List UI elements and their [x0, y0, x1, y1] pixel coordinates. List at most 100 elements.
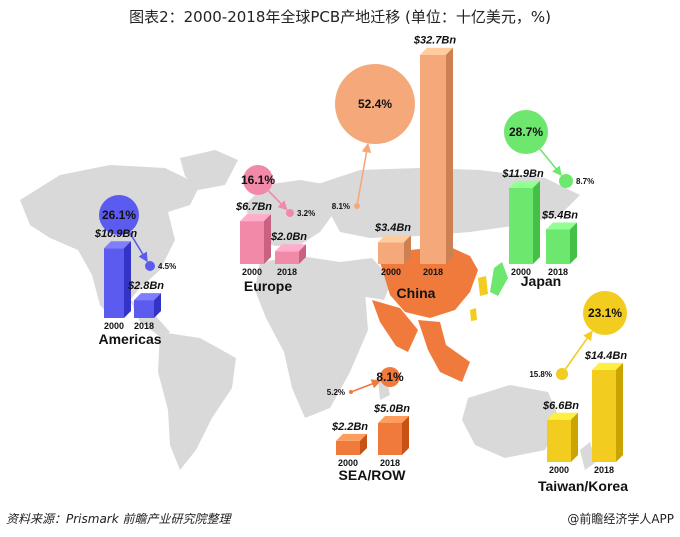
bar-americas-2000 [104, 248, 124, 318]
data-label-sea_row-2000: $2.2Bn [331, 421, 368, 433]
bar-top-china-2018 [420, 47, 453, 55]
source-note: 资料来源：Prismark 前瞻产业研究院整理 [6, 512, 231, 526]
share-label-small-china: 8.1% [332, 202, 350, 211]
year-label-taiwan_korea-2000: 2000 [549, 465, 569, 475]
share-bubble-small-taiwan_korea [556, 368, 568, 380]
share-arrow-americas [128, 231, 148, 263]
bar-side-taiwan_korea-2000 [571, 412, 578, 462]
year-label-japan-2000: 2000 [511, 267, 531, 277]
data-label-americas-2018: $2.8Bn [127, 280, 164, 292]
share-label-large-taiwan_korea: 23.1% [588, 306, 622, 320]
data-label-taiwan_korea-2000: $6.6Bn [542, 400, 579, 412]
bar-side-europe-2000 [264, 214, 271, 264]
share-label-small-japan: 8.7% [576, 177, 594, 186]
share-bubble-large-sea_row [380, 367, 400, 387]
bars: $10.9Bn2000$2.8Bn2018Americas$6.7Bn2000$… [94, 35, 628, 494]
share-bubble-small-china [354, 203, 360, 209]
share-bubble-large-taiwan_korea [583, 291, 627, 335]
bar-side-sea_row-2018 [402, 416, 409, 455]
bar-side-taiwan_korea-2018 [616, 362, 623, 462]
map-africa [255, 256, 368, 418]
annotations: 26.1% 4.5% 16.1% 3.2% 52.4% 8.1% 28.7% 8.7% 8.1%… [99, 64, 627, 397]
chart-title: 图表2：2000-2018年全球PCB产地迁移 (单位：十亿美元，%) [129, 8, 551, 26]
share-bubble-large-japan [504, 110, 548, 154]
bar-top-europe-2018 [275, 244, 306, 252]
year-label-china-2018: 2018 [423, 267, 443, 277]
data-label-europe-2000: $6.7Bn [235, 201, 272, 213]
share-bubble-large-china [335, 64, 415, 144]
region-name-china: China [397, 285, 436, 301]
bar-china-2000 [378, 242, 404, 264]
bar-top-japan-2018 [546, 222, 577, 230]
map-china [380, 246, 478, 318]
region-name-sea_row: SEA/ROW [339, 467, 407, 483]
year-label-europe-2000: 2000 [242, 267, 262, 277]
data-label-china-2018: $32.7Bn [413, 35, 456, 47]
map-south-asia [372, 300, 418, 352]
map-southeast-asia [418, 320, 470, 382]
bar-side-china-2018 [446, 47, 453, 264]
share-arrow-china [356, 142, 372, 204]
data-label-europe-2018: $2.0Bn [270, 231, 307, 243]
bar-top-americas-2018 [134, 293, 161, 301]
share-bubble-small-europe [286, 209, 294, 217]
map-korea [478, 276, 488, 296]
bar-china-2018 [420, 54, 446, 264]
data-label-china-2000: $3.4Bn [374, 222, 411, 234]
share-label-small-taiwan_korea: 15.8% [529, 370, 552, 379]
bar-japan-2000 [509, 187, 533, 264]
bar-sea_row-2000 [336, 440, 360, 455]
data-label-taiwan_korea-2018: $14.4Bn [584, 350, 627, 362]
bar-europe-2000 [240, 221, 264, 264]
region-group-taiwan_korea: $6.6Bn 2000 $14.4Bn 2018 Taiwan/Korea [538, 350, 628, 494]
share-label-large-europe: 16.1% [241, 173, 275, 187]
bar-side-sea_row-2000 [360, 433, 367, 455]
map-middle-east [340, 258, 392, 300]
bar-side-china-2000 [404, 235, 411, 264]
bar-top-taiwan_korea-2000 [547, 412, 578, 420]
share-label-large-americas: 26.1% [102, 208, 136, 222]
year-label-europe-2018: 2018 [277, 267, 297, 277]
share-arrow-japan [539, 148, 562, 177]
bar-top-sea_row-2018 [378, 416, 409, 423]
year-label-japan-2018: 2018 [548, 267, 568, 277]
bar-top-sea_row-2000 [336, 433, 367, 441]
year-label-taiwan_korea-2018: 2018 [594, 465, 614, 475]
region-group-china: $3.4Bn 2000 $32.7Bn 2018 China [374, 35, 456, 301]
region-name-taiwan_korea: Taiwan/Korea [538, 478, 628, 494]
share-label-large-china: 52.4% [358, 97, 392, 111]
bar-top-europe-2000 [240, 214, 271, 222]
bar-side-americas-2000 [124, 241, 131, 318]
bar-side-japan-2000 [533, 180, 540, 264]
share-label-large-sea_row: 8.1% [376, 370, 404, 384]
year-label-sea_row-2000: 2000 [338, 458, 358, 468]
bar-taiwan_korea-2000 [547, 419, 571, 462]
share-arrow-taiwan_korea [564, 330, 593, 370]
bar-europe-2018 [275, 251, 299, 264]
bar-top-taiwan_korea-2018 [592, 362, 623, 370]
bar-top-japan-2000 [509, 180, 540, 188]
share-label-small-europe: 3.2% [297, 209, 315, 218]
share-label-small-americas: 4.5% [158, 262, 176, 271]
year-label-americas-2018: 2018 [134, 321, 154, 331]
bar-side-europe-2018 [299, 244, 306, 264]
map-japan [490, 262, 508, 296]
map-south-america [158, 332, 236, 470]
bar-side-japan-2018 [570, 222, 577, 264]
map-greenland [180, 150, 238, 190]
bar-top-americas-2000 [104, 241, 131, 249]
map-australia [462, 385, 560, 458]
brand-label: @前瞻经济学人APP [567, 512, 674, 526]
bar-sea_row-2018 [378, 423, 402, 455]
share-label-small-sea_row: 5.2% [327, 388, 345, 397]
data-label-japan-2000: $11.9Bn [501, 168, 544, 180]
bar-japan-2018 [546, 229, 570, 264]
data-label-sea_row-2018: $5.0Bn [373, 403, 410, 415]
region-name-americas: Americas [98, 331, 161, 347]
share-bubble-small-sea_row [349, 390, 353, 394]
map-taiwan [470, 308, 477, 321]
